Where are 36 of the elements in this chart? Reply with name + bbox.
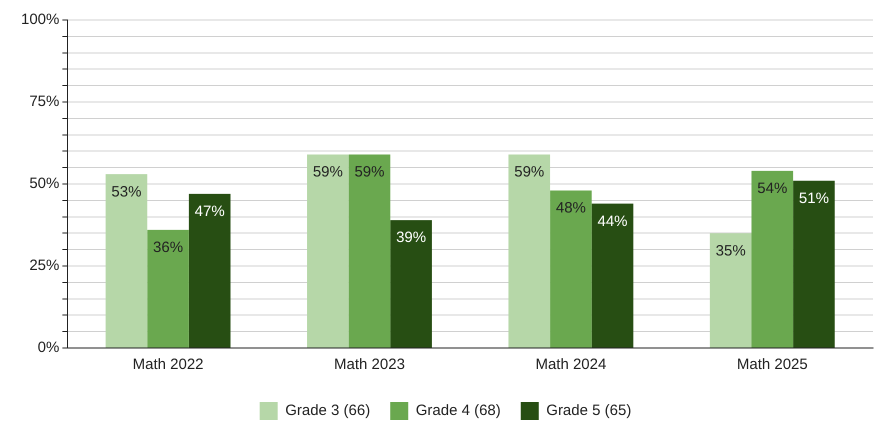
- bar: [106, 174, 148, 348]
- data-label: 35%: [716, 242, 746, 260]
- y-tick-label: 0%: [38, 339, 60, 356]
- bar: [508, 154, 550, 348]
- y-tick-label: 25%: [29, 257, 60, 274]
- y-tick-label: 100%: [20, 11, 60, 28]
- data-label: 53%: [111, 183, 142, 200]
- bar: [348, 154, 390, 348]
- legend-label: Grade 3 (66): [285, 402, 370, 420]
- bar: [751, 170, 794, 348]
- x-tick-label: Math 2025: [736, 356, 808, 374]
- legend-label: Grade 5 (65): [546, 402, 632, 420]
- bar: [188, 194, 231, 348]
- bar: [550, 190, 592, 348]
- data-label: 47%: [194, 202, 225, 220]
- x-tick-label: Math 2023: [334, 356, 405, 374]
- bar: [390, 220, 432, 348]
- data-label: 48%: [556, 200, 586, 217]
- bar: [710, 233, 752, 348]
- data-label: 51%: [798, 190, 829, 207]
- y-tick-label: 50%: [29, 175, 60, 192]
- bar: [147, 230, 189, 348]
- x-tick-label: Math 2022: [132, 356, 204, 374]
- data-label: 39%: [396, 229, 426, 246]
- data-label: 54%: [757, 180, 788, 198]
- data-label: 59%: [312, 164, 343, 181]
- bar: [592, 204, 634, 348]
- bar: [307, 154, 349, 348]
- data-label: 36%: [153, 239, 184, 256]
- data-label: 59%: [514, 164, 544, 181]
- bar: [793, 180, 835, 348]
- data-label: 44%: [597, 212, 628, 230]
- data-label: 59%: [354, 164, 384, 181]
- legend-label: Grade 4 (68): [416, 402, 501, 420]
- y-tick-label: 75%: [29, 93, 60, 110]
- x-tick-label: Math 2024: [535, 356, 606, 374]
